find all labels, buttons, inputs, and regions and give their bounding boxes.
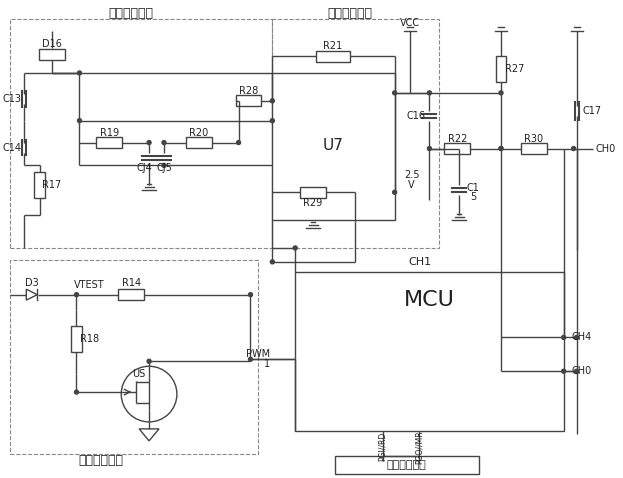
Text: CJ4: CJ4 [136, 163, 152, 174]
Text: D3: D3 [25, 278, 39, 288]
Text: PGI//RD: PGI//RD [378, 432, 388, 461]
Bar [521, 143, 547, 154]
Circle shape [499, 91, 503, 95]
Circle shape [249, 358, 252, 361]
Circle shape [427, 147, 431, 151]
Text: CJ5: CJ5 [156, 163, 172, 174]
Text: R19: R19 [100, 128, 119, 138]
Text: R17: R17 [42, 180, 61, 190]
Circle shape [237, 141, 240, 144]
Bar [235, 95, 262, 106]
Circle shape [499, 147, 503, 151]
Bar [495, 56, 506, 82]
Bar [295, 272, 564, 431]
Text: MCU: MCU [404, 290, 455, 310]
Bar [272, 73, 394, 220]
Text: R14: R14 [121, 278, 141, 288]
Circle shape [293, 246, 297, 250]
Bar [335, 456, 479, 474]
Text: CH1: CH1 [408, 257, 431, 267]
Circle shape [392, 190, 397, 194]
Text: C13: C13 [2, 94, 21, 104]
Bar [300, 187, 326, 198]
Text: V: V [408, 180, 415, 190]
Text: R20: R20 [189, 128, 209, 138]
Circle shape [162, 163, 166, 167]
Bar [10, 19, 272, 248]
Circle shape [249, 293, 252, 297]
Circle shape [571, 147, 576, 151]
Bar [39, 49, 65, 60]
Circle shape [562, 336, 566, 339]
Circle shape [574, 336, 579, 339]
Circle shape [121, 366, 177, 422]
Text: 信号处理电路: 信号处理电路 [328, 7, 373, 20]
Circle shape [147, 141, 151, 144]
Text: U7: U7 [323, 138, 343, 153]
Text: CH0: CH0 [571, 366, 592, 376]
Text: R28: R28 [239, 86, 258, 96]
Bar [34, 173, 45, 198]
Bar [186, 137, 212, 148]
Text: VTEST: VTEST [74, 280, 105, 290]
Circle shape [270, 99, 274, 103]
Text: R18: R18 [80, 335, 99, 345]
Text: 信号采集电路: 信号采集电路 [108, 7, 154, 20]
Circle shape [270, 119, 274, 123]
Text: R29: R29 [303, 198, 323, 208]
Circle shape [162, 141, 166, 144]
Circle shape [392, 91, 397, 95]
Circle shape [270, 260, 274, 264]
Bar [444, 143, 470, 154]
Text: R21: R21 [323, 41, 343, 51]
Circle shape [574, 369, 579, 373]
Text: C1: C1 [467, 183, 480, 193]
Text: PGO//MR: PGO//MR [415, 430, 424, 464]
Circle shape [562, 369, 566, 373]
Circle shape [77, 71, 82, 75]
Circle shape [75, 390, 78, 394]
Bar [118, 289, 144, 300]
Bar [97, 137, 122, 148]
Circle shape [75, 293, 78, 297]
Bar [272, 19, 439, 248]
Text: R27: R27 [505, 64, 525, 74]
Circle shape [427, 91, 431, 95]
Text: C16: C16 [406, 111, 425, 121]
Text: R22: R22 [447, 133, 467, 143]
Text: 1: 1 [264, 359, 270, 369]
Text: VCC: VCC [399, 18, 420, 28]
Text: D16: D16 [42, 39, 62, 49]
Text: R30: R30 [525, 133, 543, 143]
Text: CH0: CH0 [596, 143, 616, 153]
Text: C17: C17 [583, 106, 602, 116]
Circle shape [77, 119, 82, 123]
Text: 蓝牙通信模块: 蓝牙通信模块 [387, 460, 426, 470]
Polygon shape [26, 289, 37, 300]
Text: 2.5: 2.5 [404, 170, 419, 180]
Text: PWM: PWM [246, 349, 270, 359]
Circle shape [147, 359, 151, 363]
Text: 5: 5 [470, 192, 477, 202]
Bar [316, 51, 350, 62]
Polygon shape [139, 429, 159, 441]
Text: CH4: CH4 [571, 332, 592, 342]
Text: US: US [133, 369, 146, 379]
Bar [71, 326, 82, 352]
Text: C14: C14 [2, 142, 21, 152]
Circle shape [499, 147, 503, 151]
Bar [10, 260, 259, 454]
Text: 信号发生电路: 信号发生电路 [79, 454, 124, 467]
